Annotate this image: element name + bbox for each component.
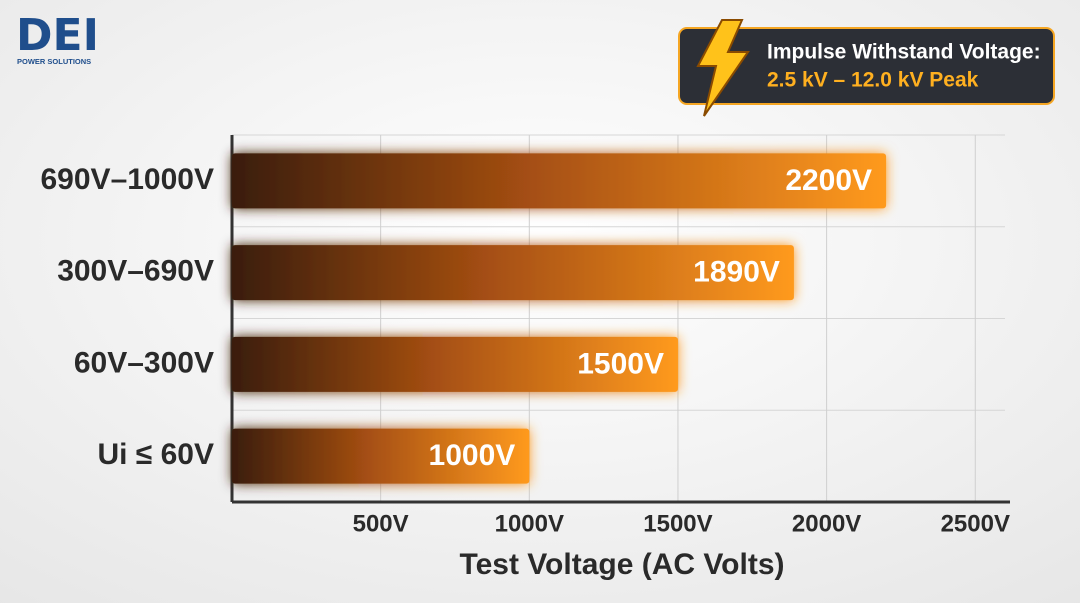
x-axis-title: Test Voltage (AC Volts): [459, 548, 784, 581]
callout-box: [678, 27, 1055, 105]
x-tick-label: 2000V: [792, 510, 861, 537]
y-tick-label: 690V–1000V: [41, 163, 215, 196]
logo-name: DEI: [16, 10, 99, 61]
bar: [232, 153, 887, 209]
y-tick-label: 300V–690V: [57, 255, 214, 288]
callout-title: Impulse Withstand Voltage:: [767, 41, 1041, 64]
bar: [232, 428, 530, 484]
value-label: 1500V: [577, 347, 664, 380]
x-tick-label: 2500V: [941, 510, 1010, 537]
logo-tagline: POWER SOLUTIONS: [17, 57, 91, 66]
callout-text: 2.5 kV – 12.0 kV Peak: [767, 69, 979, 92]
x-tick-label: 1000V: [495, 510, 564, 537]
value-label: 1000V: [429, 439, 516, 472]
lightning-icon: [696, 19, 750, 117]
callout: Impulse Withstand Voltage: 2.5 kV – 12.0…: [678, 19, 1055, 117]
x-tick-label: 500V: [353, 510, 409, 537]
y-tick-label: Ui ≤ 60V: [97, 438, 214, 471]
logo: DEI POWER SOLUTIONS: [16, 10, 99, 66]
value-label: 2200V: [785, 164, 872, 197]
x-tick-label: 1500V: [643, 510, 712, 537]
y-tick-label: 60V–300V: [74, 346, 214, 379]
value-label: 1890V: [693, 256, 780, 289]
bar: [232, 245, 794, 301]
bar: [232, 336, 678, 392]
